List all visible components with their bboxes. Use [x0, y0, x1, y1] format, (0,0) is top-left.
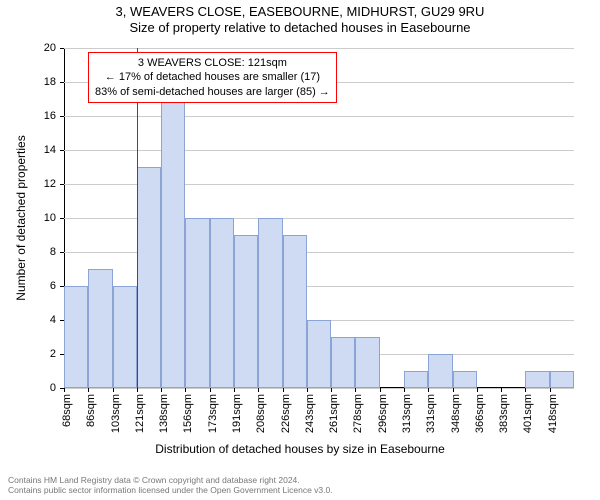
histogram-bar [355, 337, 379, 388]
x-tick-mark [307, 388, 308, 392]
y-tick-label: 0 [50, 382, 56, 394]
x-tick-label: 138sqm [158, 394, 170, 433]
x-tick-label: 261sqm [328, 394, 340, 433]
x-tick-label: 86sqm [85, 394, 97, 427]
x-tick-label: 103sqm [110, 394, 122, 433]
x-tick-label: 296sqm [377, 394, 389, 433]
x-tick-mark [137, 388, 138, 392]
x-tick-mark [64, 388, 65, 392]
x-tick-label: 68sqm [61, 394, 73, 427]
x-tick-label: 366sqm [474, 394, 486, 433]
x-tick-label: 313sqm [401, 394, 413, 433]
y-tick-mark [60, 116, 64, 117]
y-tick-label: 4 [50, 314, 56, 326]
y-tick-label: 2 [50, 348, 56, 360]
y-tick-mark [60, 82, 64, 83]
x-tick-label: 418sqm [547, 394, 559, 433]
histogram-bar [88, 269, 112, 388]
x-tick-mark [501, 388, 502, 392]
title-block: 3, WEAVERS CLOSE, EASEBOURNE, MIDHURST, … [0, 0, 600, 37]
y-tick-mark [60, 48, 64, 49]
plot-area: 0246810121416182068sqm86sqm103sqm121sqm1… [64, 48, 574, 388]
y-tick-label: 14 [44, 144, 56, 156]
x-tick-label: 191sqm [231, 394, 243, 433]
x-tick-mark [477, 388, 478, 392]
y-tick-label: 10 [44, 212, 56, 224]
y-tick-label: 8 [50, 246, 56, 258]
gridline [64, 48, 574, 49]
histogram-bar [404, 371, 428, 388]
histogram-bar [64, 286, 88, 388]
annotation-box: 3 WEAVERS CLOSE: 121sqm← 17% of detached… [88, 52, 337, 103]
histogram-bar [161, 82, 185, 388]
title-line-2: Size of property relative to detached ho… [0, 20, 600, 36]
x-tick-mark [428, 388, 429, 392]
x-tick-label: 383sqm [498, 394, 510, 433]
y-tick-mark [60, 252, 64, 253]
x-tick-label: 173sqm [207, 394, 219, 433]
y-tick-label: 20 [44, 42, 56, 54]
y-tick-label: 6 [50, 280, 56, 292]
x-tick-mark [113, 388, 114, 392]
x-tick-mark [185, 388, 186, 392]
footer-attribution: Contains HM Land Registry data © Crown c… [8, 475, 333, 496]
histogram-bar [428, 354, 452, 388]
x-tick-mark [355, 388, 356, 392]
histogram-bar [234, 235, 258, 388]
x-tick-mark [283, 388, 284, 392]
annotation-line: 3 WEAVERS CLOSE: 121sqm [95, 56, 330, 70]
x-tick-label: 348sqm [450, 394, 462, 433]
histogram-bar [210, 218, 234, 388]
title-line-1: 3, WEAVERS CLOSE, EASEBOURNE, MIDHURST, … [0, 4, 600, 20]
x-tick-mark [331, 388, 332, 392]
x-tick-mark [210, 388, 211, 392]
x-tick-label: 331sqm [425, 394, 437, 433]
histogram-bar [283, 235, 307, 388]
histogram-bar [525, 371, 549, 388]
y-tick-label: 16 [44, 110, 56, 122]
histogram-bar [185, 218, 209, 388]
footer-line-2: Contains public sector information licen… [8, 485, 333, 496]
x-tick-mark [88, 388, 89, 392]
histogram-bar [307, 320, 331, 388]
y-tick-label: 18 [44, 76, 56, 88]
x-tick-mark [404, 388, 405, 392]
histogram-bar [258, 218, 282, 388]
y-tick-mark [60, 218, 64, 219]
x-tick-mark [380, 388, 381, 392]
histogram-bar [137, 167, 161, 388]
y-tick-label: 12 [44, 178, 56, 190]
gridline [64, 150, 574, 151]
footer-line-1: Contains HM Land Registry data © Crown c… [8, 475, 333, 486]
histogram-bar [453, 371, 477, 388]
y-axis-title: Number of detached properties [14, 135, 28, 300]
histogram-bar [113, 286, 137, 388]
x-tick-label: 208sqm [255, 394, 267, 433]
x-tick-label: 401sqm [522, 394, 534, 433]
chart-container: 3, WEAVERS CLOSE, EASEBOURNE, MIDHURST, … [0, 0, 600, 500]
y-tick-mark [60, 150, 64, 151]
annotation-line: 83% of semi-detached houses are larger (… [95, 85, 330, 99]
x-tick-mark [525, 388, 526, 392]
histogram-bar [550, 371, 574, 388]
gridline [64, 388, 574, 389]
annotation-line: ← 17% of detached houses are smaller (17… [95, 70, 330, 84]
x-tick-label: 226sqm [280, 394, 292, 433]
histogram-bar [331, 337, 355, 388]
gridline [64, 116, 574, 117]
x-tick-mark [453, 388, 454, 392]
x-axis-title: Distribution of detached houses by size … [0, 442, 600, 456]
x-tick-mark [258, 388, 259, 392]
x-tick-label: 278sqm [352, 394, 364, 433]
x-tick-mark [234, 388, 235, 392]
x-tick-mark [550, 388, 551, 392]
x-tick-label: 243sqm [304, 394, 316, 433]
x-tick-label: 121sqm [134, 394, 146, 433]
y-tick-mark [60, 184, 64, 185]
x-tick-label: 156sqm [182, 394, 194, 433]
x-tick-mark [161, 388, 162, 392]
